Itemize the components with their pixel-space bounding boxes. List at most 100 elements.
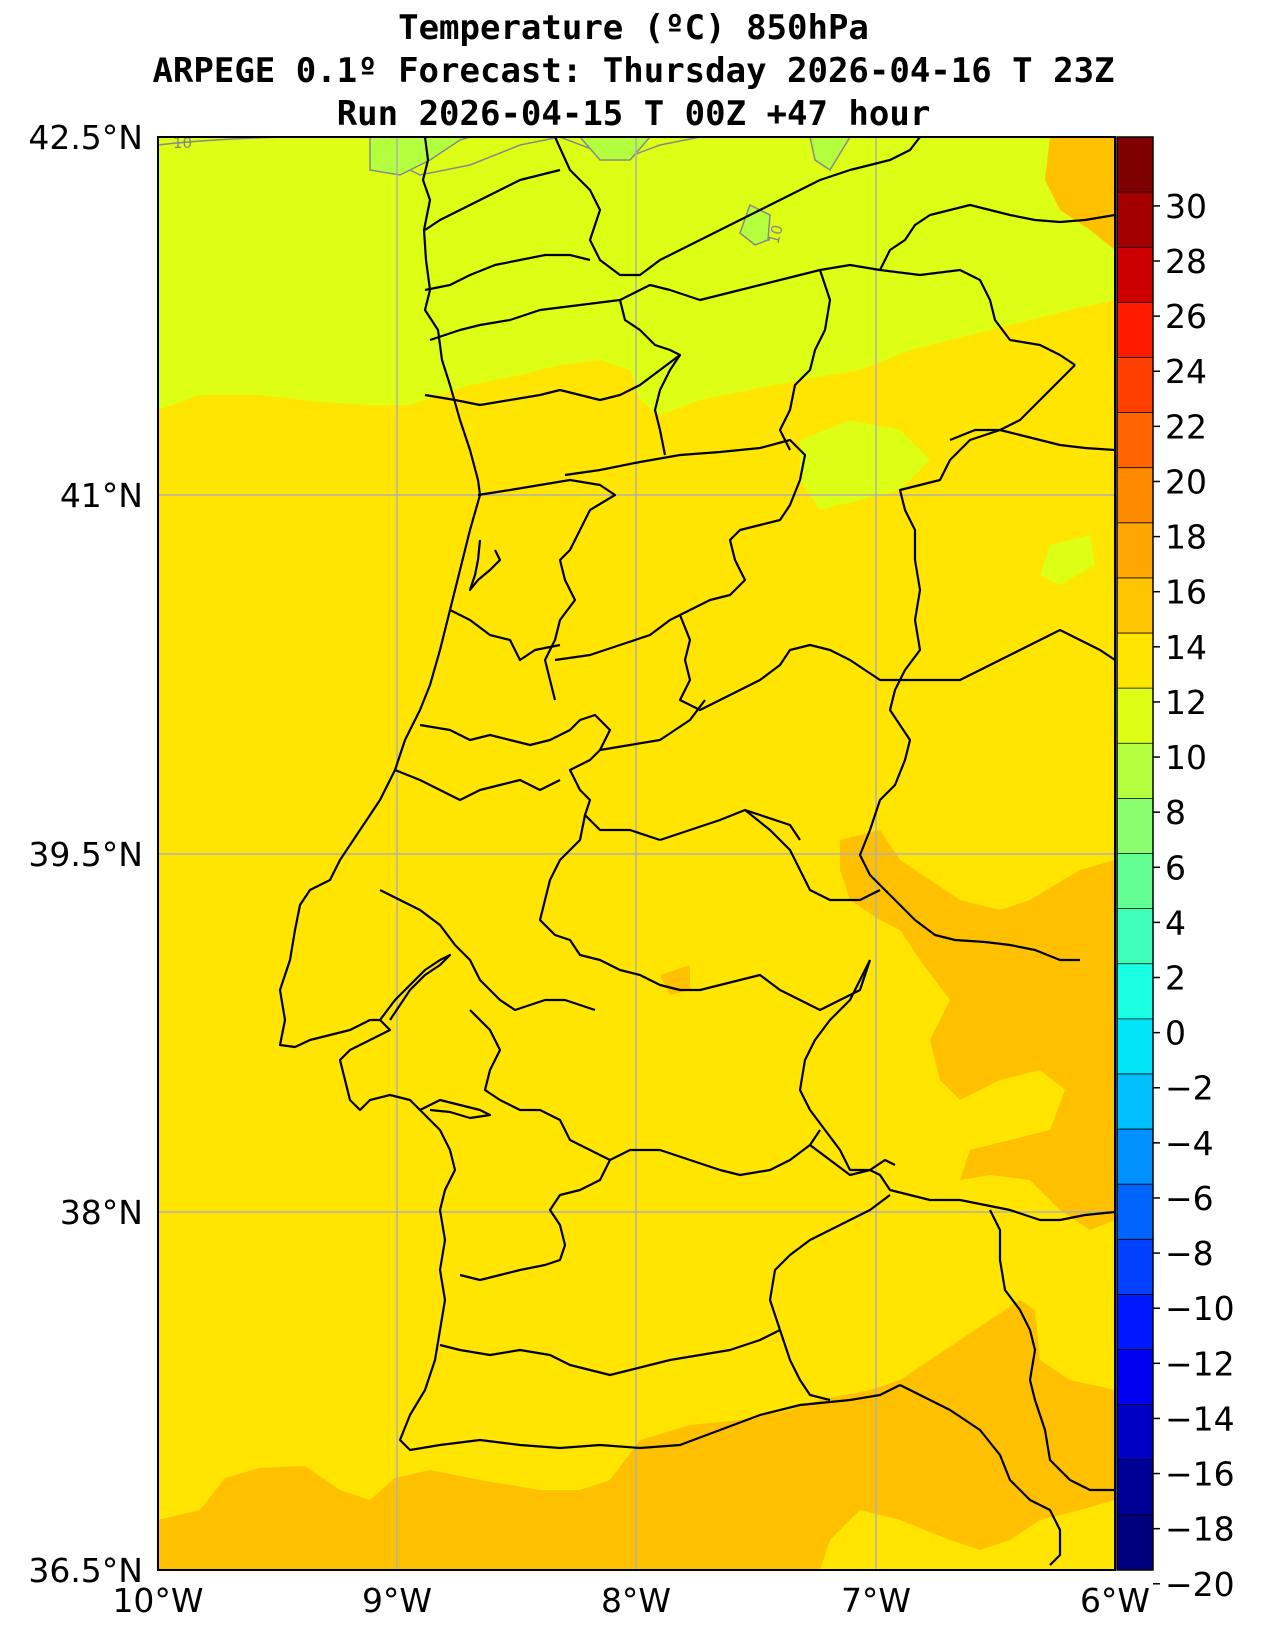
lat-tick-label: 41°N bbox=[60, 476, 143, 515]
longitude-ticks: 10°W 9°W 8°W 7°W 6°W bbox=[112, 1581, 1150, 1620]
district-line-22 bbox=[949, 428, 1115, 452]
colorbar-band bbox=[1117, 1073, 1153, 1130]
colorbar-band bbox=[1117, 1018, 1153, 1075]
colorbar-band bbox=[1117, 963, 1153, 1020]
colorbar-band bbox=[1117, 1294, 1153, 1351]
colorbar-band bbox=[1117, 743, 1153, 799]
colorbar-label: −20 bbox=[1165, 1565, 1235, 1604]
colorbar-label: 16 bbox=[1165, 573, 1207, 612]
contour-10-patch-north-3 bbox=[579, 137, 651, 161]
colorbar-label: 12 bbox=[1165, 683, 1207, 722]
colorbar-label: 26 bbox=[1165, 297, 1207, 336]
district-line-9 bbox=[659, 808, 881, 902]
contour-10-patch-northwest bbox=[369, 137, 471, 176]
border-guadiana bbox=[798, 959, 1115, 1222]
colorbar-label: 14 bbox=[1165, 628, 1207, 667]
lat-tick-label: 42.5°N bbox=[28, 118, 143, 157]
lon-tick-label: 9°W bbox=[362, 1581, 432, 1620]
district-line-north-3 bbox=[424, 253, 591, 292]
colorbar-label: −8 bbox=[1165, 1234, 1214, 1273]
district-line-7 bbox=[394, 768, 561, 802]
district-line-north-2 bbox=[424, 168, 561, 231]
chart-title-line-1: Temperature (ºC) 850hPa bbox=[398, 8, 869, 48]
border-spain-north bbox=[429, 263, 1076, 366]
lat-tick-label: 38°N bbox=[60, 1193, 143, 1232]
map-frame bbox=[157, 136, 1116, 1571]
colorbar-label: 6 bbox=[1165, 848, 1186, 887]
district-line-21 bbox=[879, 203, 1115, 271]
contour-10-patch-north bbox=[809, 137, 851, 172]
district-line-14 bbox=[809, 1144, 896, 1177]
colorbar-band bbox=[1117, 1239, 1153, 1295]
border-spain-ne bbox=[553, 137, 921, 277]
colorbar-label: 24 bbox=[1165, 352, 1207, 391]
sado-estuary bbox=[419, 1098, 492, 1120]
colorbar-band bbox=[1117, 247, 1153, 303]
field-14-16-east bbox=[840, 830, 1115, 1230]
map-gridlines bbox=[158, 137, 1115, 1570]
colorbar-label: 28 bbox=[1165, 242, 1207, 281]
colorbar-band bbox=[1117, 412, 1153, 469]
district-line-20 bbox=[778, 269, 832, 451]
aveiro-lagoon bbox=[468, 539, 502, 592]
colorbar-label: 10 bbox=[1165, 738, 1207, 777]
colorbar-label: −18 bbox=[1165, 1510, 1235, 1549]
lat-tick-label: 39.5°N bbox=[28, 835, 143, 874]
colorbar-label: 20 bbox=[1165, 462, 1207, 501]
colorbar-band bbox=[1117, 908, 1153, 965]
district-line-3 bbox=[449, 609, 561, 662]
latitude-ticks: 42.5°N 41°N 39.5°N 38°N 36.5°N bbox=[28, 118, 143, 1590]
district-line-6 bbox=[599, 699, 706, 752]
colorbar-band bbox=[1117, 577, 1153, 634]
district-line-4 bbox=[678, 614, 1115, 712]
colorbar-label: −4 bbox=[1165, 1124, 1214, 1163]
colorbar-band bbox=[1117, 1404, 1153, 1461]
colorbar-label: −2 bbox=[1165, 1069, 1214, 1108]
colorbar-band bbox=[1117, 467, 1153, 524]
colorbar-band bbox=[1117, 1129, 1153, 1185]
coastline-south-east bbox=[899, 1384, 1062, 1566]
temperature-field: 10 10 bbox=[158, 134, 1115, 1570]
district-line-8 bbox=[538, 814, 872, 1012]
colorbar-band bbox=[1117, 302, 1153, 358]
contour-label-island: 10 bbox=[764, 223, 786, 246]
coastline-and-borders bbox=[278, 137, 1115, 1566]
colorbar-band bbox=[1117, 357, 1153, 414]
colorbar-label: −10 bbox=[1165, 1289, 1235, 1328]
contour-label-west: 10 bbox=[173, 134, 192, 152]
colorbar-label: −12 bbox=[1165, 1344, 1235, 1383]
colorbar-label: −6 bbox=[1165, 1179, 1214, 1218]
border-south bbox=[989, 1209, 1115, 1492]
district-line-19 bbox=[618, 299, 682, 456]
colorbar-band bbox=[1117, 1514, 1153, 1571]
district-line-10 bbox=[744, 808, 801, 841]
colorbar-label: 4 bbox=[1165, 903, 1186, 942]
colorbar-band bbox=[1117, 853, 1153, 910]
contour-10-island bbox=[739, 203, 771, 246]
district-line-13 bbox=[459, 1159, 611, 1282]
colorbar-band bbox=[1117, 1184, 1153, 1240]
colorbar-label: 2 bbox=[1165, 959, 1186, 998]
district-line-11 bbox=[379, 889, 596, 1012]
chart-title-line-2: ARPEGE 0.1º Forecast: Thursday 2026-04-1… bbox=[152, 51, 1115, 91]
colorbar-band bbox=[1117, 1459, 1153, 1516]
colorbar-band bbox=[1117, 137, 1153, 193]
field-14-16-northeast bbox=[1045, 137, 1115, 250]
colorbar-label: −14 bbox=[1165, 1399, 1235, 1438]
lon-tick-label: 10°W bbox=[112, 1581, 203, 1620]
colorbar-label: 30 bbox=[1165, 187, 1207, 226]
colorbar-band bbox=[1117, 1349, 1153, 1406]
colorbar-label: −16 bbox=[1165, 1455, 1235, 1494]
colorbar-band bbox=[1117, 633, 1153, 689]
colorbar-label: 18 bbox=[1165, 518, 1207, 557]
lon-tick-label: 7°W bbox=[841, 1581, 911, 1620]
district-line-17 bbox=[768, 1194, 891, 1331]
district-line-15 bbox=[439, 1329, 781, 1377]
district-line-12 bbox=[469, 1009, 821, 1177]
district-line-2 bbox=[554, 438, 807, 662]
colorbar-frame bbox=[1116, 136, 1154, 1571]
colorbar-label: 8 bbox=[1165, 793, 1186, 832]
chart-title-line-3: Run 2026-04-15 T 00Z +47 hour bbox=[336, 94, 931, 134]
colorbar-label: 22 bbox=[1165, 407, 1207, 446]
